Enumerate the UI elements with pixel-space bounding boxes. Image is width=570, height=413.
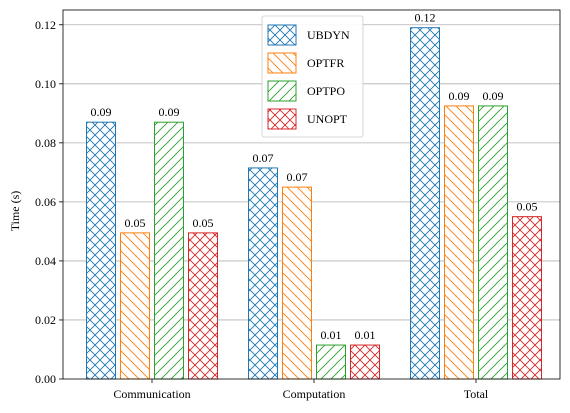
data-label-unopt-total: 0.05 [517, 200, 538, 214]
legend: UBDYN OPTFR OPTPO UNOPT [261, 15, 364, 138]
bar-ubdyn-total [410, 27, 440, 380]
data-label-optpo-total: 0.09 [483, 89, 504, 103]
y-tick-label: 0.00 [35, 372, 56, 386]
bar-unopt-computation [350, 344, 380, 380]
data-label-optfr-computation: 0.07 [287, 170, 308, 184]
y-tick-label: 0.04 [35, 254, 56, 268]
axes: 0.00 0.02 0.04 0.06 0.08 0.10 0.12 Communicatio… [35, 9, 561, 401]
bar-optpo-computation [316, 344, 346, 380]
legend-swatch-optfr [267, 52, 297, 74]
data-label-ubdyn-total: 0.12 [415, 11, 436, 25]
x-tick-label: Communication [113, 387, 190, 401]
data-label-ubdyn-computation: 0.07 [253, 151, 274, 165]
legend-label-ubdyn: UBDYN [307, 28, 350, 42]
data-label-unopt-communication: 0.05 [193, 216, 214, 230]
bar-optpo-total [478, 105, 508, 380]
data-label-optpo-computation: 0.01 [321, 328, 342, 342]
x-tick-label: Total [464, 387, 489, 401]
y-tick-label: 0.12 [35, 18, 56, 32]
bar-optpo-communication [154, 121, 184, 380]
data-label-unopt-computation: 0.01 [355, 328, 376, 342]
legend-label-optpo: OPTPO [307, 84, 345, 98]
bar-optfr-total [444, 105, 474, 380]
data-label-optfr-total: 0.09 [449, 89, 470, 103]
y-axis-label: Time (s) [8, 191, 22, 232]
bar-optfr-communication [120, 232, 150, 380]
legend-label-unopt: UNOPT [307, 112, 348, 126]
bar-ubdyn-computation [248, 167, 278, 380]
y-tick-label: 0.06 [35, 195, 56, 209]
legend-swatch-optpo [267, 80, 297, 102]
legend-swatch-unopt [267, 108, 297, 130]
y-tick-label: 0.10 [35, 77, 56, 91]
legend-label-optfr: OPTFR [307, 56, 344, 70]
bar-unopt-communication [188, 232, 218, 380]
x-tick-label: Computation [283, 387, 346, 401]
bar-optfr-computation [282, 186, 312, 380]
data-label-ubdyn-communication: 0.09 [91, 105, 112, 119]
data-label-optfr-communication: 0.05 [125, 216, 146, 230]
legend-box [261, 15, 364, 138]
plot-frame [62, 9, 561, 380]
legend-swatch-ubdyn [267, 24, 297, 46]
y-tick-label: 0.02 [35, 313, 56, 327]
bars [86, 27, 542, 380]
y-tick-label: 0.08 [35, 136, 56, 150]
data-label-optpo-communication: 0.09 [159, 105, 180, 119]
data-labels: 0.09 0.05 0.09 0.05 0.07 0.07 0.01 0.01 0.12 0.09… [91, 11, 538, 342]
bar-unopt-total [512, 216, 542, 380]
bar-ubdyn-communication [86, 121, 116, 380]
